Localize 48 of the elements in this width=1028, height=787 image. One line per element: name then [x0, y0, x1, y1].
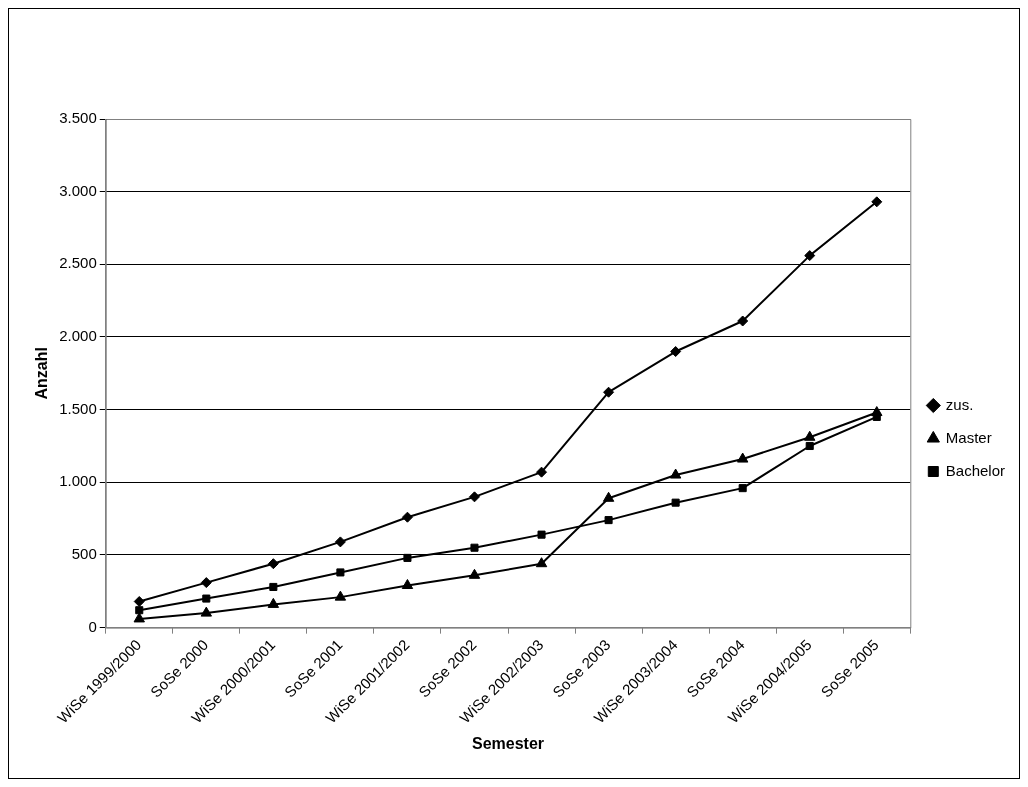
point — [334, 536, 346, 548]
y-tick-label: 2.000 — [59, 327, 97, 345]
legend-label: Bachelor — [945, 461, 1005, 479]
y-tick-label: 1.000 — [59, 472, 97, 490]
point — [403, 553, 412, 562]
point — [468, 568, 481, 579]
point — [470, 543, 479, 552]
y-tick-label: 1.500 — [59, 399, 97, 417]
point — [535, 557, 548, 568]
point — [671, 498, 680, 507]
y-tick-label: 0 — [88, 617, 97, 635]
point — [737, 315, 749, 327]
point — [602, 491, 615, 502]
point — [738, 484, 747, 493]
x-axis-title: Semester — [471, 734, 545, 752]
point — [269, 582, 278, 591]
y-tick-label: 3.500 — [59, 109, 97, 127]
point — [200, 606, 212, 617]
y-axis-title: Anzahl — [33, 347, 51, 400]
point — [133, 595, 145, 607]
point — [135, 606, 144, 615]
point — [336, 568, 345, 577]
point — [537, 530, 546, 539]
point — [603, 386, 615, 398]
point — [604, 516, 613, 525]
point — [871, 406, 883, 417]
legend-label: Master — [945, 428, 992, 446]
point — [401, 579, 414, 589]
point — [334, 590, 347, 601]
point — [401, 511, 413, 523]
point — [267, 558, 279, 570]
point — [670, 346, 682, 358]
point — [736, 452, 749, 463]
point — [804, 250, 816, 262]
point — [200, 577, 212, 589]
legend-label: zus. — [945, 395, 974, 413]
y-tick-label: 2.500 — [59, 254, 97, 272]
point — [267, 597, 280, 608]
point — [669, 468, 682, 479]
y-tick-label: 3.000 — [59, 181, 97, 199]
y-tick-label: 500 — [71, 545, 97, 563]
point — [536, 466, 548, 478]
point — [805, 441, 814, 451]
point — [804, 430, 816, 441]
point — [202, 594, 211, 603]
point — [133, 612, 145, 623]
point — [468, 491, 480, 503]
point — [871, 196, 883, 208]
